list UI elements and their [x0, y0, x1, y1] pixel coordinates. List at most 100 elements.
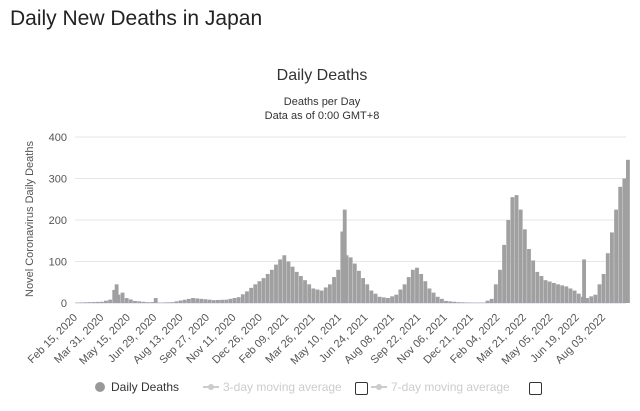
- bar: [232, 298, 237, 303]
- bar: [381, 297, 386, 303]
- bar: [352, 263, 357, 303]
- bar: [195, 298, 200, 303]
- bar: [593, 294, 598, 303]
- bar: [108, 299, 113, 303]
- line-marker-icon: [203, 382, 219, 392]
- bar: [402, 284, 407, 303]
- bar: [427, 288, 432, 303]
- chart-subtitle-line-2: Data as of 0:00 GMT+8: [265, 110, 380, 122]
- y-tick-label: 400: [49, 132, 67, 144]
- bar: [489, 298, 494, 303]
- page-heading: Daily New Deaths in Japan: [10, 7, 263, 30]
- bar: [224, 299, 229, 303]
- bar: [535, 271, 540, 303]
- bar: [274, 264, 278, 303]
- bar: [514, 195, 519, 303]
- bar: [95, 301, 100, 303]
- bar: [186, 298, 191, 303]
- bar: [415, 267, 419, 303]
- bar: [369, 290, 374, 303]
- bar: [178, 300, 183, 303]
- bar: [182, 299, 187, 303]
- checkbox-7-day-average[interactable]: [529, 382, 542, 395]
- bar: [145, 302, 150, 303]
- y-tick-label: 200: [49, 215, 67, 227]
- bar: [120, 292, 125, 303]
- bar: [410, 269, 415, 303]
- bar: [539, 276, 544, 303]
- chart-subtitle-line-1: Deaths per Day: [284, 96, 361, 108]
- bar: [298, 276, 303, 303]
- bar: [419, 273, 424, 303]
- bar: [286, 261, 291, 303]
- bar: [589, 296, 594, 303]
- legend: Daily Deaths 3-day moving average 7-day …: [95, 380, 615, 400]
- bar: [170, 302, 175, 303]
- y-tick-label: 100: [49, 257, 67, 269]
- legend-item-daily-deaths[interactable]: Daily Deaths: [95, 380, 179, 394]
- bar: [560, 285, 565, 303]
- bar: [485, 300, 490, 303]
- legend-item-7-day-average[interactable]: 7-day moving average: [371, 380, 510, 394]
- bar: [614, 209, 618, 303]
- bar: [394, 294, 399, 303]
- bar: [344, 255, 349, 303]
- bar: [307, 284, 312, 303]
- checkbox-3-day-average[interactable]: [355, 382, 368, 395]
- bar: [141, 301, 146, 303]
- bar: [406, 277, 411, 303]
- y-axis-label: Novel Coronavirus Daily Deaths: [24, 141, 36, 297]
- bar: [572, 290, 577, 303]
- bar: [522, 229, 527, 303]
- bar: [87, 302, 92, 303]
- bar: [506, 220, 511, 303]
- bar: [531, 260, 536, 303]
- bar: [336, 269, 341, 303]
- legend-label-7-day-average: 7-day moving average: [391, 380, 510, 394]
- bar: [568, 288, 573, 303]
- bar: [444, 300, 448, 303]
- bar: [104, 300, 108, 303]
- bar: [79, 302, 83, 303]
- bar: [618, 186, 623, 303]
- bar: [398, 289, 403, 303]
- bar: [332, 277, 336, 303]
- bar: [622, 178, 627, 303]
- legend-label-3-day-average: 3-day moving average: [223, 380, 342, 394]
- bar: [265, 273, 270, 303]
- bar: [327, 284, 332, 303]
- bar: [582, 259, 587, 303]
- bar: [510, 197, 515, 303]
- bar: [564, 286, 569, 303]
- bar: [423, 281, 428, 303]
- bar: [257, 281, 262, 303]
- bar: [527, 249, 531, 303]
- bar: [340, 231, 345, 303]
- bar: [601, 273, 606, 303]
- bar: [91, 302, 96, 303]
- bar: [551, 282, 556, 303]
- bar: [203, 299, 208, 303]
- legend-item-3-day-average[interactable]: 3-day moving average: [203, 380, 342, 394]
- bar: [112, 289, 117, 303]
- bar: [439, 298, 444, 303]
- bars: [75, 159, 630, 303]
- bar: [452, 301, 457, 303]
- bar: [245, 291, 249, 303]
- bar: [303, 280, 307, 303]
- bar: [585, 298, 589, 303]
- bar: [547, 281, 552, 303]
- bar: [128, 299, 133, 303]
- bar: [124, 298, 129, 303]
- bar: [162, 302, 166, 303]
- bar: [448, 301, 453, 303]
- bar: [116, 294, 121, 303]
- bar: [149, 302, 154, 303]
- bar: [543, 280, 548, 303]
- bar: [377, 296, 382, 303]
- bar: [216, 299, 220, 303]
- bar: [290, 266, 295, 303]
- bar: [518, 209, 523, 303]
- y-tick-labels: 0 100 200 300 400: [49, 132, 67, 310]
